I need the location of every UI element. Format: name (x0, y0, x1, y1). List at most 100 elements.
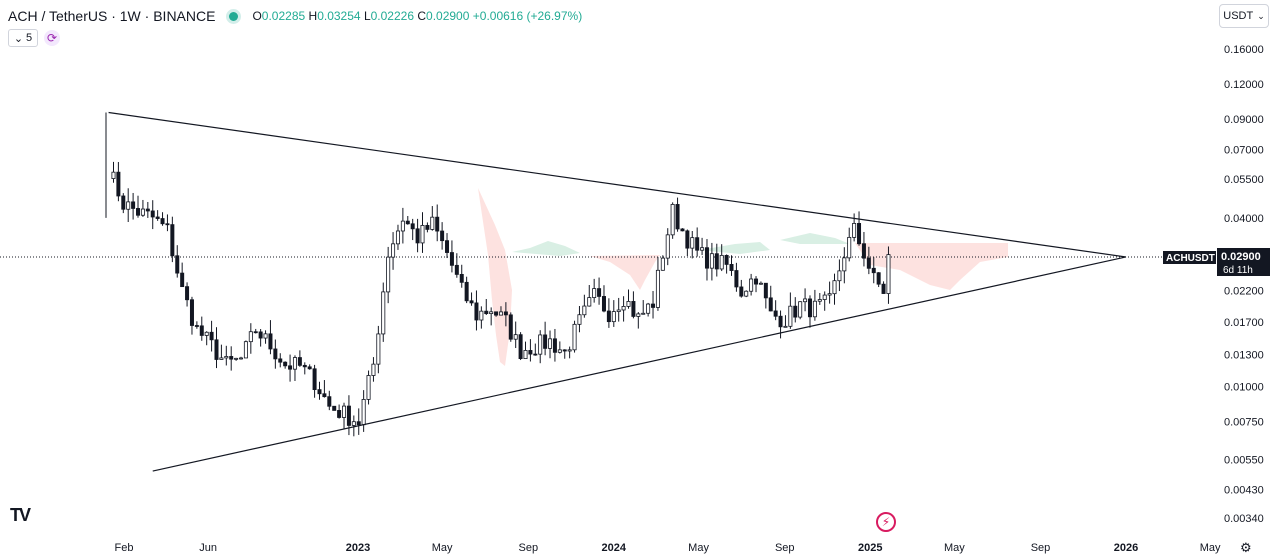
candle-body (234, 357, 239, 360)
price-tag-countdown: 6d 11h (1223, 265, 1253, 276)
tradingview-logo[interactable]: TV (10, 505, 31, 525)
candle-body (704, 247, 709, 269)
candle-body (538, 334, 543, 355)
candle-body (724, 254, 729, 265)
indicators-toggle-button[interactable]: ⌄ 5 (8, 29, 38, 47)
candle-body (700, 247, 705, 251)
candle-body (400, 220, 405, 232)
candle-body (278, 358, 283, 363)
candle-body (410, 223, 415, 230)
candle-body (606, 310, 611, 323)
candle-body (876, 272, 881, 285)
x-tick-label: Jun (199, 542, 217, 554)
candle-body (145, 208, 150, 212)
chevron-down-icon: ⌄ (13, 32, 24, 45)
time-axis[interactable]: Feb Jun 2023 May Sep 2024 May Sep 2025 May Sep 2026… (115, 542, 1221, 554)
high-value: 0.03254 (317, 9, 361, 23)
candle-body (631, 301, 636, 317)
x-tick-label: May (1200, 542, 1221, 554)
candle-body (391, 243, 396, 258)
x-tick-label: Feb (115, 542, 134, 554)
cloud-segment (855, 243, 1008, 290)
candle-body (214, 339, 219, 360)
lightning-icon[interactable]: ⚡ (876, 512, 896, 532)
candle-body (253, 331, 258, 334)
candle-body (582, 305, 587, 316)
candle-body (459, 273, 464, 283)
candle-body (655, 269, 660, 308)
gear-icon[interactable]: ⚙ (1240, 540, 1252, 555)
candle-body (680, 228, 685, 232)
candle-body (567, 349, 572, 352)
candle-body (543, 334, 548, 349)
candle-body (454, 264, 459, 275)
candle-body (626, 301, 631, 307)
candle-body (651, 303, 656, 308)
candle-body (768, 297, 773, 312)
candle-body (140, 208, 145, 216)
candle-body (597, 288, 602, 297)
y-tick-label: 0.00750 (1224, 417, 1264, 429)
candle-body (322, 393, 327, 398)
candle-body (126, 201, 131, 210)
candle-body (548, 338, 553, 349)
trendline-lower (152, 256, 1127, 472)
candle-body (155, 216, 160, 219)
price-axis[interactable]: 0.16000 0.12000 0.09000 0.07000 0.05500 0.040… (1224, 44, 1264, 525)
candle-body (518, 334, 523, 360)
candle-body (572, 323, 577, 351)
candle-body (420, 225, 425, 244)
candle-body (621, 306, 626, 311)
cloud-segment (700, 242, 770, 254)
candle-body (307, 366, 312, 370)
symbol-title[interactable]: ACH / TetherUS · 1W · BINANCE (8, 8, 216, 24)
y-tick-label: 0.05500 (1224, 174, 1264, 186)
candle-body (763, 282, 768, 299)
candle-body (758, 282, 763, 285)
candle-body (827, 293, 832, 296)
candle-body (754, 278, 759, 285)
candle-body (871, 267, 876, 274)
candle-body (881, 283, 886, 294)
candle-body (288, 365, 293, 370)
candle-body (337, 410, 342, 418)
y-tick-label: 0.09000 (1224, 114, 1264, 126)
candle-body (807, 298, 812, 318)
candle-body (189, 299, 194, 326)
refresh-icon[interactable]: ⟳ (44, 30, 60, 46)
candle-body (199, 325, 204, 336)
candle-body (685, 230, 690, 249)
candle-body (150, 210, 155, 218)
candle-body (695, 237, 700, 251)
candle-body (425, 225, 430, 230)
candle-body (327, 396, 332, 407)
candle-body (342, 405, 347, 418)
candle-body (798, 301, 803, 318)
currency-label: USDT (1223, 10, 1254, 22)
y-tick-label: 0.01700 (1224, 317, 1264, 329)
cloud-segment (512, 241, 580, 256)
candle-body (670, 204, 675, 236)
candle-body (587, 297, 592, 307)
x-tick-label: 2023 (346, 542, 370, 554)
candle-body (562, 349, 567, 352)
candle-body (185, 286, 190, 301)
candle-body (219, 357, 224, 360)
chevron-down-icon: ⌄ (1257, 10, 1265, 21)
candle-body (430, 216, 435, 230)
candle-body (116, 171, 121, 197)
candle-body (866, 257, 871, 269)
candle-body (646, 303, 651, 314)
candle-body (793, 305, 798, 318)
candle-body (302, 364, 307, 368)
candle-body (861, 243, 866, 259)
cloud-segment (478, 188, 512, 366)
candle-body (356, 421, 361, 426)
currency-select[interactable]: USDT ⌄ (1219, 4, 1269, 28)
market-status-icon (229, 11, 239, 21)
candle-body (749, 278, 754, 292)
candle-body (445, 240, 450, 253)
candle-body (592, 288, 597, 298)
triangle-trendlines[interactable] (108, 111, 1127, 472)
